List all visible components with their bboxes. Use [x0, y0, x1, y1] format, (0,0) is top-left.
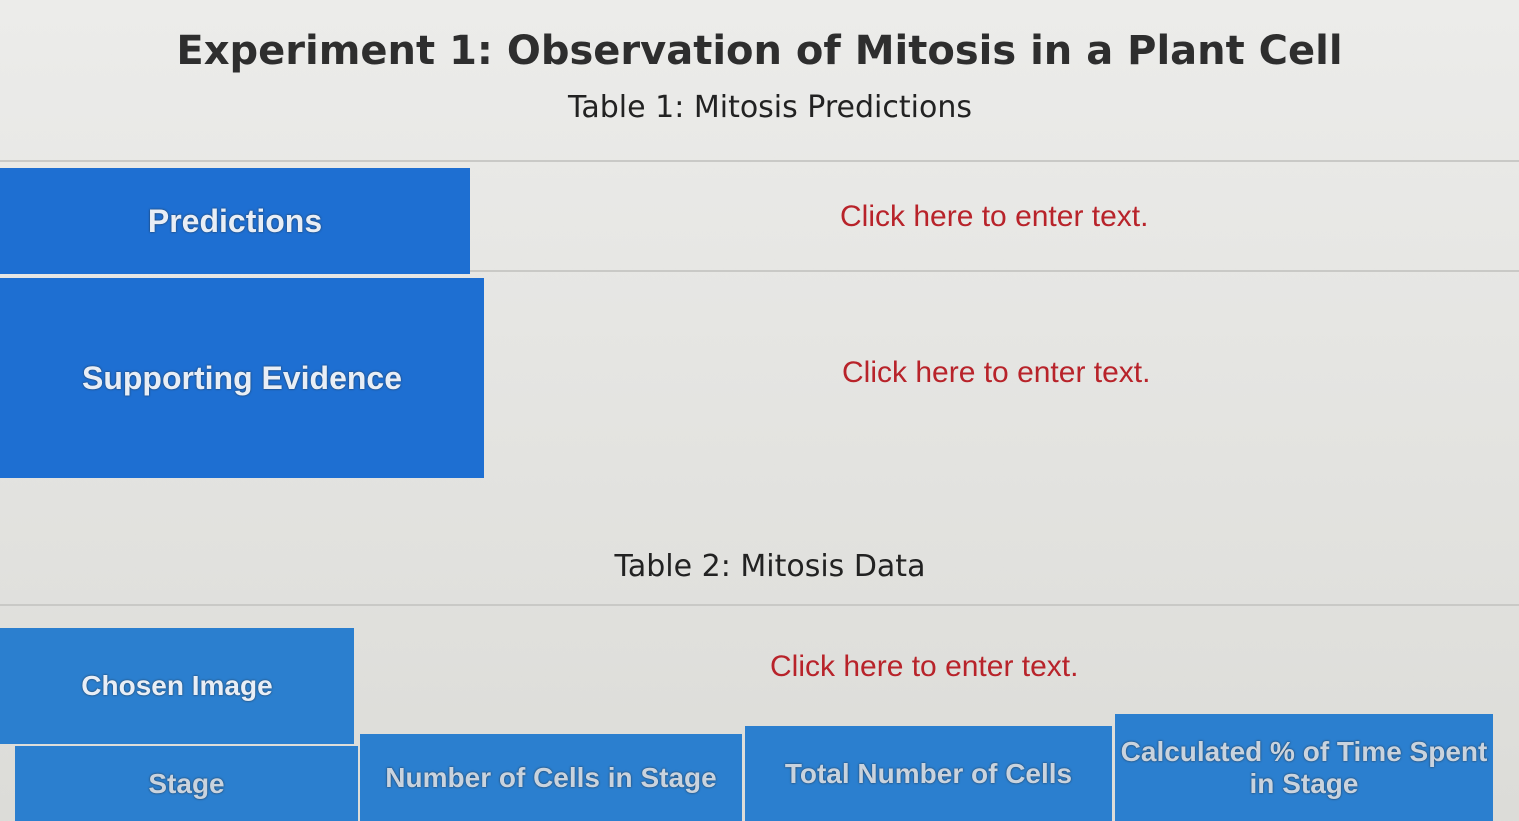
text-placeholder[interactable]: Click here to enter text. — [840, 200, 1149, 233]
doc-title: Experiment 1: Observation of Mitosis in … — [176, 28, 1343, 74]
table-caption: Table 2: Mitosis Data — [614, 549, 926, 584]
column-header: Calculated % of Time Spent in Stage — [1115, 714, 1493, 821]
text-placeholder[interactable]: Click here to enter text. — [842, 356, 1151, 389]
table-border — [0, 604, 1519, 606]
column-header: Stage — [15, 746, 358, 821]
table-border — [0, 160, 1519, 162]
row-header: Predictions — [0, 168, 470, 274]
table-border — [470, 270, 1519, 272]
text-placeholder[interactable]: Click here to enter text. — [770, 650, 1079, 683]
table-caption: Table 1: Mitosis Predictions — [568, 90, 972, 125]
column-header: Number of Cells in Stage — [360, 734, 742, 821]
row-header: Chosen Image — [0, 628, 354, 744]
column-header: Total Number of Cells — [745, 726, 1112, 821]
row-header: Supporting Evidence — [0, 278, 484, 478]
